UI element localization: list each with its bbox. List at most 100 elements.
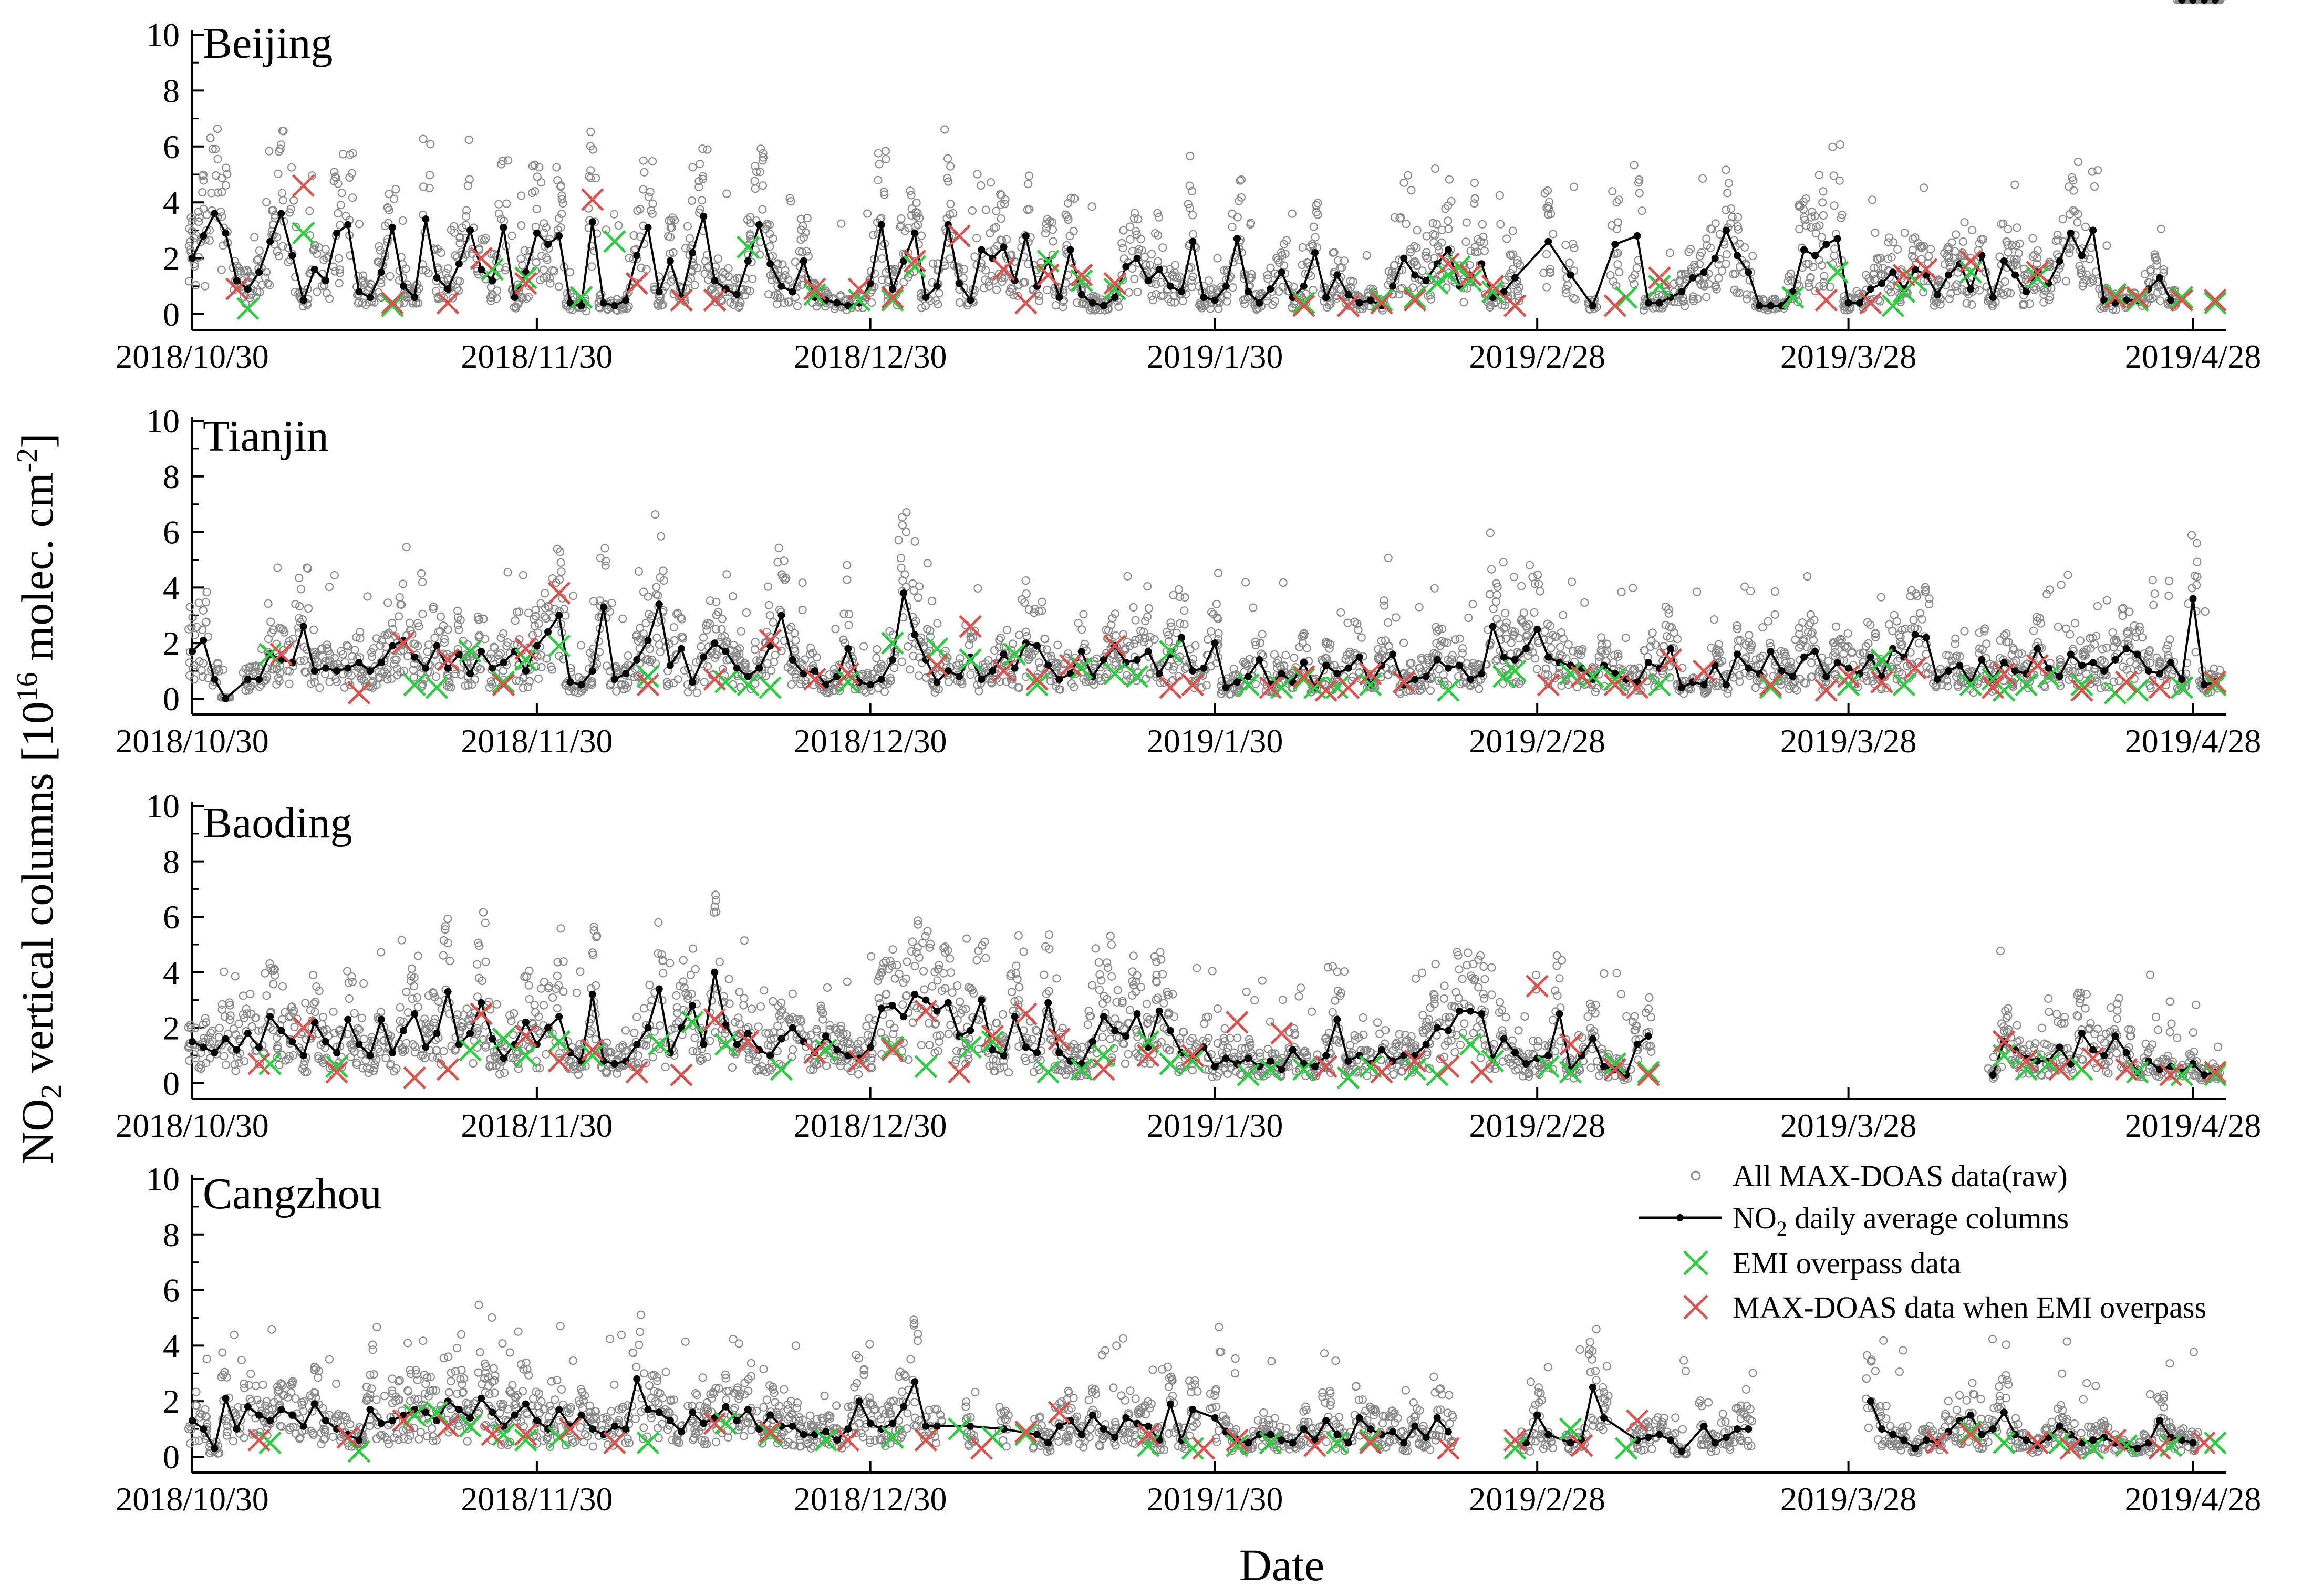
beijing-raw-point [190, 262, 199, 271]
beijing-raw-point [669, 248, 678, 257]
beijing-raw-point [801, 228, 810, 237]
beijing-raw-point [522, 294, 531, 303]
beijing-raw-point [330, 267, 339, 276]
beijing-raw-point [758, 181, 768, 190]
beijing-x-tick-label: 2019/1/30 [1147, 338, 1283, 375]
beijing-raw-point [609, 210, 619, 219]
beijing-raw-point [533, 172, 542, 181]
beijing-raw-point [752, 167, 761, 177]
beijing-raw-point [785, 194, 794, 203]
beijing-daily-point [1111, 294, 1119, 302]
beijing-raw-point [766, 271, 775, 280]
tianjin-x-tick-label: 2019/3/28 [1780, 722, 1917, 760]
beijing-raw-point [540, 219, 548, 228]
beijing-daily-point [411, 294, 419, 302]
beijing-raw-point [1024, 171, 1034, 180]
beijing-raw-point [939, 257, 948, 266]
beijing-raw-point [497, 160, 506, 169]
beijing-raw-point [899, 277, 908, 287]
tianjin-x-tick-label: 2019/1/30 [1147, 722, 1283, 760]
beijing-daily-point [1155, 265, 1163, 273]
beijing-raw-point [1019, 278, 1028, 287]
beijing-daily-point [1366, 296, 1374, 304]
beijing-raw-point [322, 288, 331, 298]
beijing-y-tick-label: 10 [146, 16, 180, 54]
beijing-raw-point [254, 255, 263, 264]
beijing-daily-point [1066, 246, 1074, 254]
beijing-daily-point [1322, 294, 1330, 302]
tianjin-y-tick-label: 10 [146, 402, 180, 440]
beijing-raw-point [998, 277, 1007, 286]
beijing-raw-point [750, 177, 759, 185]
beijing-daily-point [955, 279, 963, 287]
beijing-raw-point [740, 291, 750, 300]
beijing-daily-point [2089, 226, 2097, 234]
beijing-raw-point [337, 189, 346, 198]
beijing-raw-point [255, 246, 264, 255]
beijing-raw-point [429, 244, 439, 253]
beijing-raw-point [943, 154, 952, 163]
beijing-raw-point [734, 303, 743, 312]
beijing-raw-point [273, 233, 282, 242]
beijing-raw-point [931, 296, 940, 305]
beijing-daily-point [733, 291, 741, 298]
beijing-raw-point [592, 173, 600, 182]
beijing-daily-point [800, 257, 807, 265]
beijing-raw-point [455, 233, 464, 243]
beijing-raw-point [624, 302, 633, 311]
beijing-raw-point [535, 163, 544, 172]
beijing-raw-point [1024, 180, 1033, 189]
beijing-raw-point [907, 191, 916, 200]
beijing-raw-point [696, 205, 705, 214]
beijing-raw-point [764, 289, 773, 299]
beijing-raw-point [494, 209, 503, 218]
beijing-raw-point [717, 296, 726, 306]
beijing-raw-point [516, 191, 526, 200]
beijing-daily-point [1734, 252, 1741, 260]
beijing-raw-point [221, 181, 230, 190]
beijing-raw-point [199, 170, 208, 179]
beijing-raw-point [217, 173, 226, 182]
beijing-raw-point [959, 265, 969, 274]
beijing-raw-point [439, 280, 448, 289]
beijing-raw-point [199, 204, 208, 213]
beijing-daily-point [1333, 271, 1341, 279]
beijing-raw-point [385, 190, 393, 199]
beijing-raw-point [594, 303, 604, 312]
beijing-raw-point [274, 169, 283, 178]
beijing-raw-point [784, 275, 793, 284]
beijing-raw-point [803, 214, 812, 223]
beijing-raw-point [565, 268, 575, 277]
beijing-daily-point [1077, 291, 1085, 298]
beijing-raw-point [666, 277, 676, 286]
beijing-raw-point [313, 287, 322, 296]
beijing-raw-point [756, 144, 765, 153]
beijing-raw-point [556, 223, 565, 232]
beijing-raw-point [287, 163, 296, 172]
beijing-raw-point [946, 162, 955, 171]
beijing-raw-point [516, 254, 525, 263]
beijing-daily-point [277, 210, 285, 217]
beijing-daily-point [1700, 268, 1708, 276]
beijing-raw-point [890, 265, 899, 274]
beijing-raw-point [279, 127, 288, 136]
beijing-raw-point [384, 219, 393, 227]
beijing-raw-point [504, 156, 513, 165]
beijing-raw-point [532, 258, 541, 267]
beijing-daily-point [366, 294, 374, 302]
beijing-raw-point [686, 274, 696, 283]
beijing-raw-point [222, 163, 231, 172]
beijing-daily-point [2023, 288, 2030, 296]
panel-title-tianjin: Tianjin [203, 412, 329, 461]
beijing-raw-point [867, 298, 876, 307]
beijing-daily-point [266, 237, 274, 245]
beijing-raw-point [837, 219, 846, 228]
beijing-daily-point [1222, 282, 1230, 290]
beijing-raw-point [398, 216, 407, 225]
beijing-raw-point [336, 221, 345, 230]
beijing-daily-point [1711, 254, 1719, 262]
beijing-raw-point [759, 153, 768, 162]
beijing-daily-point [1211, 296, 1219, 304]
beijing-daily-point [544, 241, 552, 248]
